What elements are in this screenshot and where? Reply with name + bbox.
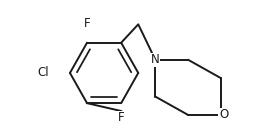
Text: O: O: [219, 108, 228, 121]
Text: F: F: [84, 17, 90, 30]
Text: Cl: Cl: [38, 66, 49, 79]
Text: F: F: [118, 111, 124, 124]
Text: N: N: [151, 53, 160, 66]
